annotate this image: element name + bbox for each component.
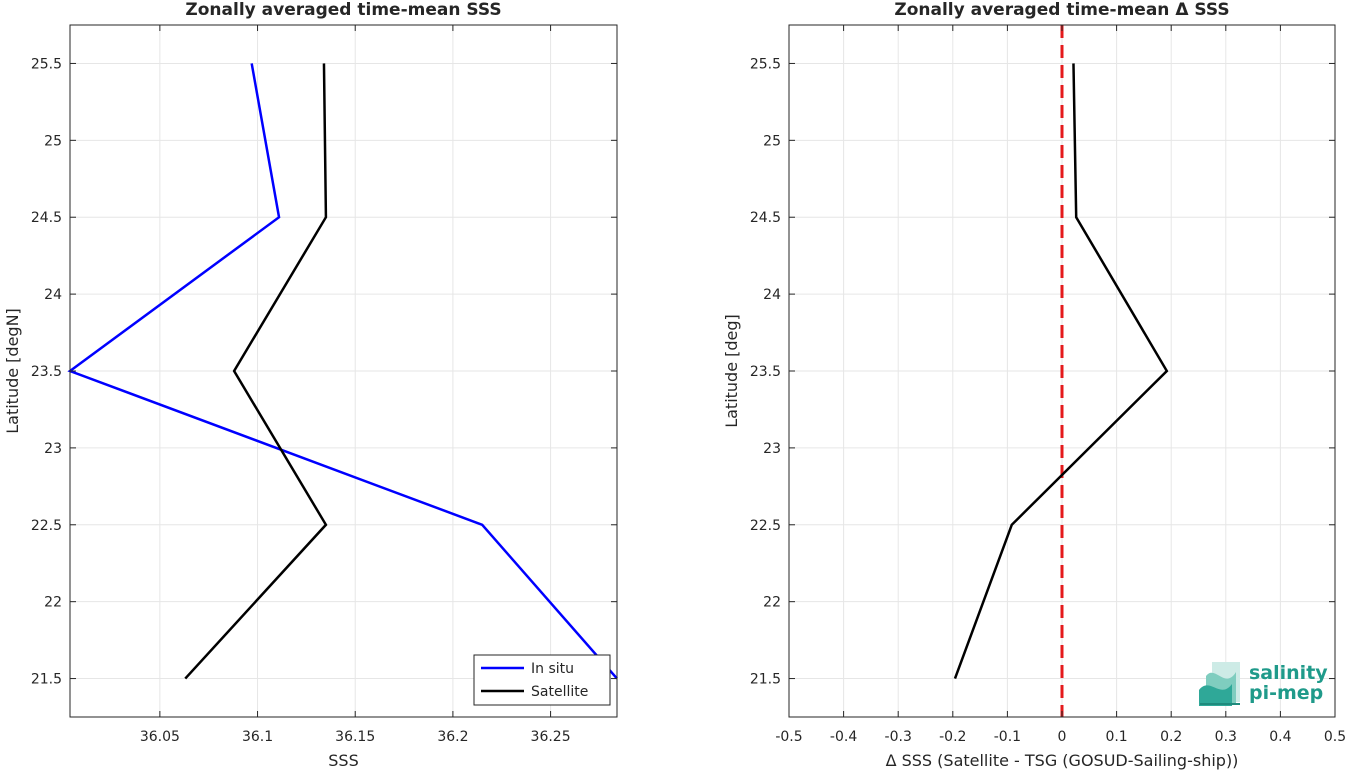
right-ytick-label: 24 (763, 287, 781, 303)
right-panel-delta-sss: -0.5 -0.4 -0.3 -0.2 -0.1 0 0.1 0.2 0.3 0.4 0.5 21.5… (722, 0, 1346, 770)
right-ytick-label: 23.5 (750, 364, 781, 380)
left-ytick-label: 21.5 (31, 672, 62, 688)
left-legend-label: Satellite (531, 684, 588, 700)
logo-line2: pi-mep (1249, 682, 1323, 704)
right-ytick-label: 24.5 (750, 210, 781, 226)
logo-line1: salinity (1249, 662, 1328, 684)
left-ytick-label: 25 (44, 133, 62, 149)
left-legend-box (473, 654, 611, 706)
left-legend-label: In situ (531, 661, 574, 677)
right-y-axis-label: Latitude [deg] (722, 314, 741, 428)
left-x-axis-label: SSS (328, 751, 358, 770)
right-x-axis-label: Δ SSS (Satellite - TSG (GOSUD-Sailing-sh… (886, 751, 1239, 770)
left-ytick-label: 25.5 (31, 56, 62, 72)
right-series-0-line (953, 63, 1169, 679)
right-xtick-label: 0.5 (1324, 729, 1346, 745)
left-ytick-label: 23 (44, 441, 62, 457)
logo-wave-icon (1199, 662, 1240, 706)
right-ytick-label: 21.5 (750, 672, 781, 688)
left-y-axis-label: Latitude [degN] (3, 308, 22, 434)
right-xtick-label: 0.2 (1160, 729, 1182, 745)
left-xtick-label: 36.05 (140, 729, 180, 745)
left-ytick-label: 24.5 (31, 210, 62, 226)
left-series-satellite-line (184, 63, 328, 680)
right-xtick-label: 0.4 (1269, 729, 1291, 745)
right-xtick-label: 0 (1058, 729, 1067, 745)
left-ytick-label: 22.5 (31, 518, 62, 534)
right-xtick-label: -0.1 (994, 729, 1021, 745)
left-ytick-label: 22 (44, 595, 62, 611)
logo: salinity pi-mep (1199, 662, 1328, 706)
right-xtick-label: -0.4 (830, 729, 857, 745)
right-ytick-label: 22 (763, 595, 781, 611)
right-ytick-label: 22.5 (750, 518, 781, 534)
left-ytick-label: 23.5 (31, 364, 62, 380)
left-chart-title: Zonally averaged time-mean SSS (185, 0, 501, 20)
right-xtick-label: -0.3 (885, 729, 912, 745)
right-xtick-label: -0.2 (939, 729, 966, 745)
left-xtick-label: 36.15 (335, 729, 375, 745)
left-legend: In situ Satellite (473, 654, 611, 706)
left-panel-sss: 36.05 36.1 36.15 36.2 36.25 21.5 22 22.5 23 23.5 2… (3, 0, 618, 770)
left-xtick-label: 36.1 (242, 729, 273, 745)
right-ytick-label: 23 (763, 441, 781, 457)
right-chart-title: Zonally averaged time-mean Δ SSS (894, 0, 1229, 20)
left-ytick-label: 24 (44, 287, 62, 303)
right-xtick-label: -0.5 (775, 729, 802, 745)
left-xtick-label: 36.25 (531, 729, 571, 745)
right-xtick-label: 0.3 (1215, 729, 1237, 745)
right-ytick-label: 25.5 (750, 56, 781, 72)
left-xtick-label: 36.2 (437, 729, 468, 745)
right-ytick-label: 25 (763, 133, 781, 149)
right-xtick-label: 0.1 (1105, 729, 1127, 745)
